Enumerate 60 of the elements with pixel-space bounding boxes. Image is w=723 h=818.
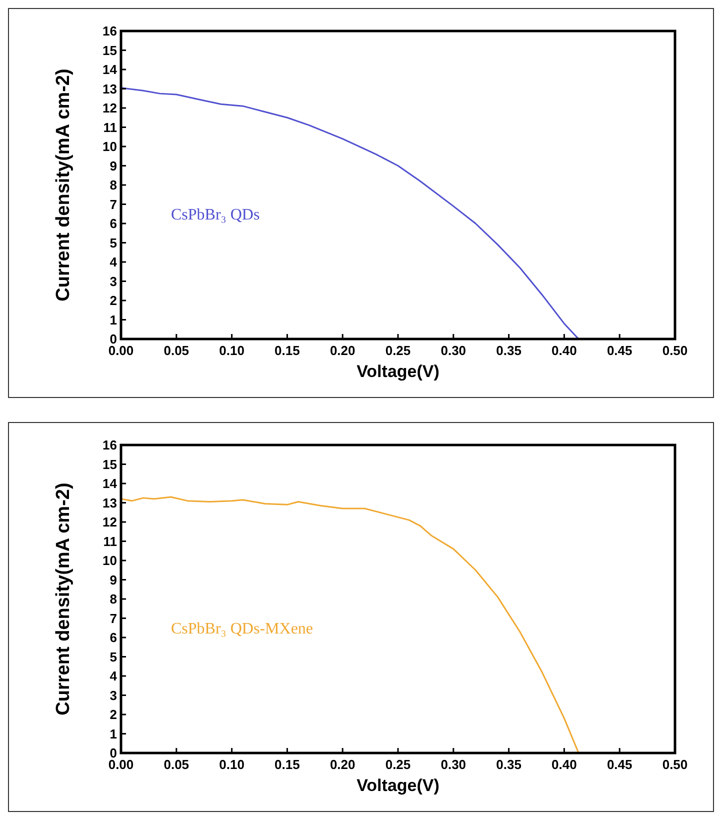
y-tick-label: 7 — [110, 610, 117, 626]
y-tick-label: 16 — [102, 24, 117, 39]
x-axis-title: Voltage(V) — [356, 362, 440, 381]
y-tick-label: 10 — [102, 139, 117, 154]
line-series — [120, 87, 580, 340]
x-tick-label: 0.40 — [552, 757, 577, 772]
y-tick-label: 1 — [110, 726, 117, 742]
y-tick-label: 3 — [110, 688, 117, 703]
y-tick-label: 12 — [102, 514, 117, 530]
y-tick-label: 1 — [110, 312, 117, 328]
x-tick-label: 0.05 — [164, 343, 190, 358]
y-tick-label: 3 — [110, 274, 117, 289]
y-tick-label: 8 — [110, 178, 117, 193]
x-tick-label: 0.30 — [440, 343, 466, 358]
y-tick-label: 5 — [110, 235, 117, 250]
x-tick-label: 0.50 — [662, 757, 688, 772]
x-tick-label: 0.05 — [164, 757, 190, 772]
y-tick-label: 15 — [102, 456, 117, 472]
y-tick-label: 8 — [110, 592, 117, 607]
x-tick-label: 0.35 — [496, 343, 522, 358]
y-tick-label: 4 — [110, 668, 118, 684]
y-tick-label: 14 — [102, 476, 118, 492]
x-tick-label: 0.25 — [385, 757, 411, 772]
y-tick-label: 5 — [110, 649, 117, 664]
x-tick-label: 0.20 — [330, 343, 356, 358]
x-tick-label: 0.25 — [385, 343, 411, 358]
x-tick-label: 0.10 — [219, 343, 244, 358]
text: CsPbBr₃ QDs — [171, 206, 260, 224]
y-tick-label: 7 — [110, 196, 117, 212]
x-tick-label: 0.20 — [330, 757, 356, 772]
y-tick-label: 6 — [110, 630, 117, 646]
y-tick-label: 14 — [102, 62, 118, 78]
y-tick-label: 9 — [110, 572, 117, 588]
y-tick-label: 6 — [110, 216, 117, 232]
y-tick-label: 13 — [102, 495, 117, 510]
y-tick-label: 10 — [102, 553, 117, 568]
y-tick-label: 12 — [102, 100, 117, 116]
x-tick-label: 0.50 — [662, 343, 688, 358]
y-tick-label: 15 — [102, 42, 117, 58]
y-tick-label: 16 — [102, 438, 117, 453]
y-tick-label: 2 — [110, 707, 117, 722]
x-tick-label: 0.30 — [440, 757, 466, 772]
y-tick-label: 9 — [110, 158, 117, 174]
x-axis-title: Voltage(V) — [356, 776, 440, 795]
y-tick-label: 11 — [103, 534, 117, 549]
x-tick-label: 0.40 — [552, 343, 577, 358]
y-tick-label: 4 — [110, 254, 118, 270]
y-tick-label: 2 — [110, 293, 117, 308]
x-tick-label: 0.15 — [274, 757, 300, 772]
x-tick-label: 0.45 — [606, 757, 632, 772]
y-tick-label: 11 — [103, 120, 117, 135]
y-tick-label: 13 — [102, 81, 117, 96]
text: CsPbBr₃ QDs-MXene — [171, 620, 314, 638]
line-series — [120, 496, 580, 754]
x-tick-label: 0.10 — [219, 757, 244, 772]
y-axis-title: Current density(mA cm-2) — [53, 482, 74, 716]
x-tick-label: 0.15 — [274, 343, 300, 358]
x-tick-label: 0.45 — [606, 343, 632, 358]
y-axis-title: Current density(mA cm-2) — [53, 68, 74, 302]
x-tick-label: 0.35 — [496, 757, 522, 772]
